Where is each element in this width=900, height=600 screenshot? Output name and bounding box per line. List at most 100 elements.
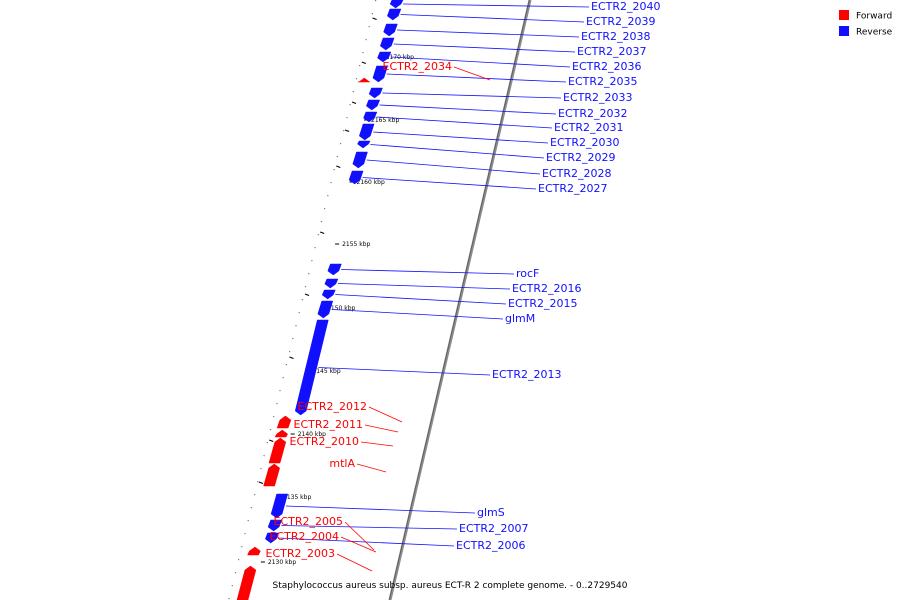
reverse-gene-label[interactable]: ECTR2_2028 [542,167,612,180]
forward-gene-feature [236,565,257,600]
reverse-gene-label[interactable]: rocF [516,267,539,280]
reverse-gene-label[interactable]: ECTR2_2038 [581,30,651,43]
reverse-gene-label[interactable]: ECTR2_2016 [512,282,582,295]
ring-dot [371,13,373,15]
backbone-line-inner [388,0,530,600]
ring-dash [289,356,294,360]
forward-gene-label[interactable]: ECTR2_2012 [298,400,368,413]
ring-dot [308,273,310,275]
ring-dot [340,143,342,145]
ring-dot [228,598,230,600]
reverse-gene-label[interactable]: ECTR2_2036 [572,60,642,73]
reverse-gene-leader [403,3,590,8]
ring-dot [257,481,259,483]
ring-dot [279,390,281,392]
forward-gene-label[interactable]: ECTR2_2011 [294,418,364,431]
ring-dot [260,468,262,470]
reverse-gene-feature [267,519,283,532]
ring-dot [254,494,256,496]
reverse-gene-label[interactable]: ECTR2_2027 [538,182,608,195]
reverse-gene-leader [379,104,557,115]
forward-gene-leader [340,536,377,553]
forward-gene-leader [368,406,403,423]
genome-backbone [388,0,532,600]
ring-dot [365,39,367,41]
reverse-gene-label[interactable]: glmS [477,506,505,519]
ring-dot [301,299,303,301]
tick-label: 2155 kbp [342,241,370,248]
label-leaders [278,3,590,572]
ring-dot [241,546,243,548]
outer-dotted-ring [228,0,377,600]
tick-label: 2130 kbp [268,559,296,566]
reverse-gene-label[interactable]: ECTR2_2007 [459,522,529,535]
reverse-gene-leader [382,92,562,99]
reverse-gene-feature [365,99,381,111]
ring-dot [238,559,240,561]
legend-forward-swatch [839,10,849,20]
ring-dot [273,416,275,418]
ring-dot [250,507,252,509]
ring-dot [317,234,319,236]
reverse-gene-label[interactable]: ECTR2_2037 [577,45,647,58]
ring-dot [349,104,351,106]
reverse-gene-label[interactable]: ECTR2_2006 [456,539,526,552]
forward-gene-label[interactable]: ECTR2_2003 [266,547,336,560]
forward-gene-leader [344,521,375,551]
forward-gene-label[interactable]: ECTR2_2004 [270,530,340,543]
reverse-gene-feature [352,151,368,169]
ring-dot [368,26,370,28]
reverse-gene-leader [400,14,585,23]
reverse-gene-feature [383,23,398,37]
ring-dot [247,520,249,522]
forward-gene-label[interactable]: ECTR2_2010 [290,435,360,448]
reverse-gene-leader [335,294,507,305]
forward-gene-label[interactable]: ECTR2_2005 [274,515,344,528]
reverse-gene-label[interactable]: ECTR2_2015 [508,297,578,310]
ring-dot [292,338,294,340]
ring-dot [343,130,345,132]
reverse-gene-label[interactable]: ECTR2_2039 [586,15,656,28]
ring-dot [295,325,297,327]
reverse-gene-leader [337,283,511,290]
tick-label: 2135 kbp [283,494,311,501]
reverse-gene-feature [264,532,279,544]
forward-gene-leader [356,463,387,473]
forward-gene-label[interactable]: mtlA [329,457,355,470]
reverse-gene-feature [380,37,395,51]
gene-labels: ECTR2_2040 ECTR2_2039 ECTR2_2038 ECTR2_2037… [266,0,661,560]
ring-dot [285,364,287,366]
ring-dot [355,78,358,80]
reverse-gene-label[interactable]: ECTR2_2032 [558,107,628,120]
ring-dot [330,182,332,184]
ring-dot [336,156,338,158]
reverse-gene-label[interactable]: glmM [505,312,535,325]
reverse-gene-label[interactable]: ECTR2_2040 [591,0,661,13]
reverse-gene-label[interactable]: ECTR2_2033 [563,91,633,104]
reverse-gene-label[interactable]: ECTR2_2035 [568,75,638,88]
reverse-gene-feature [377,51,392,63]
tick-label: 2145 kbp [312,368,340,375]
forward-gene-label[interactable]: ECTR2_2034 [383,60,453,73]
forward-gene-feature [276,415,292,429]
reverse-gene-feature [327,263,342,276]
ring-dot [266,442,268,444]
ring-dot [263,455,265,457]
reverse-gene-label[interactable]: ECTR2_2031 [554,121,624,134]
forward-gene-feature [247,546,261,556]
reverse-gene-leader [396,29,580,38]
reverse-gene-label[interactable]: ECTR2_2029 [546,151,616,164]
forward-gene-feature [268,437,287,464]
reverse-gene-feature [324,278,339,289]
ring-dot [244,533,246,535]
ring-dot [276,403,278,405]
forward-gene-leader [336,553,373,572]
ring-dash [258,481,264,485]
reverse-gene-label[interactable]: ECTR2_2013 [492,368,562,381]
ring-dot [333,169,335,171]
reverse-gene-leader [281,525,458,530]
reverse-gene-leader [370,144,545,159]
reverse-gene-feature [317,300,334,319]
reverse-gene-label[interactable]: ECTR2_2030 [550,136,620,149]
forward-gene-feature [274,429,289,438]
